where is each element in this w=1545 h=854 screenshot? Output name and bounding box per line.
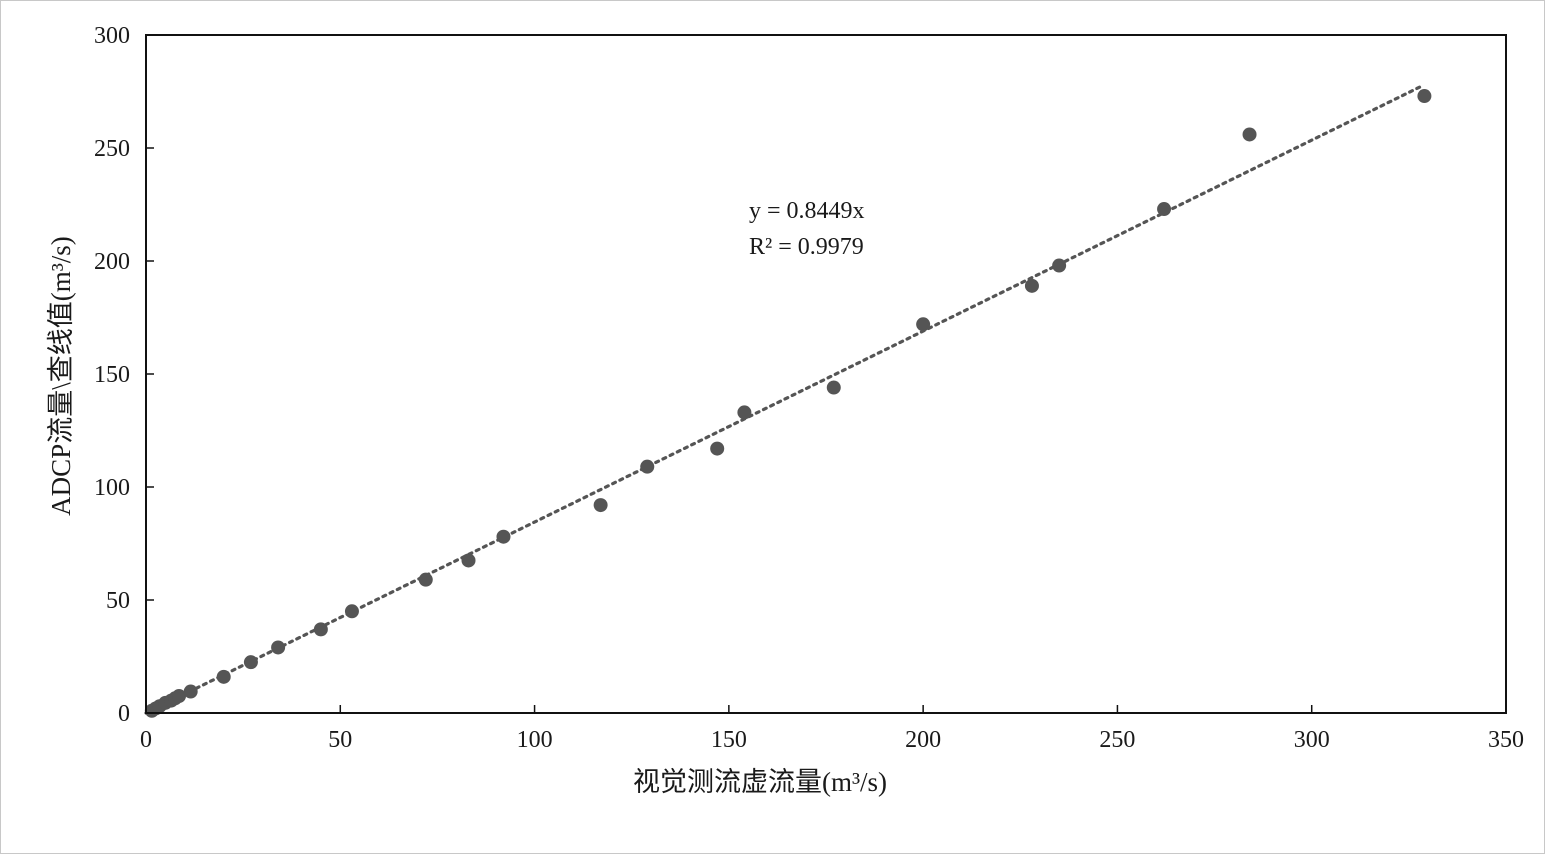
data-point bbox=[826, 380, 841, 395]
data-point bbox=[271, 640, 286, 655]
data-point bbox=[216, 669, 231, 684]
x-tick-label: 50 bbox=[328, 727, 352, 753]
data-point bbox=[1157, 202, 1172, 217]
data-point bbox=[183, 684, 198, 699]
data-point bbox=[243, 655, 258, 670]
y-tick-label: 50 bbox=[106, 588, 130, 614]
x-tick-label: 150 bbox=[711, 727, 747, 753]
data-point bbox=[916, 317, 931, 332]
data-point bbox=[710, 441, 725, 456]
y-tick-label: 200 bbox=[94, 249, 130, 275]
data-point bbox=[1052, 258, 1067, 273]
trendline-r2: R² = 0.9979 bbox=[749, 234, 864, 260]
data-point bbox=[461, 553, 476, 568]
data-point bbox=[172, 689, 187, 704]
data-point bbox=[737, 405, 752, 420]
data-points bbox=[144, 89, 1432, 718]
y-tick-label: 300 bbox=[94, 23, 130, 49]
data-point bbox=[496, 529, 511, 544]
x-tick-label: 300 bbox=[1294, 727, 1330, 753]
x-tick-label: 100 bbox=[517, 727, 553, 753]
x-tick-label: 350 bbox=[1488, 727, 1524, 753]
y-axis-title: ADCP流量\查线值(m³/s) bbox=[46, 236, 76, 516]
x-axis-title: 视觉测流虚流量(m³/s) bbox=[633, 767, 887, 797]
y-axis-ticks: 0 50 100 150 200 250 300 bbox=[94, 23, 154, 727]
data-point bbox=[1417, 89, 1432, 104]
x-tick-label: 200 bbox=[905, 727, 941, 753]
trendline-group bbox=[144, 85, 1423, 715]
trendline-equation: y = 0.8449x bbox=[749, 198, 865, 224]
data-point bbox=[313, 622, 328, 637]
y-tick-label: 0 bbox=[118, 701, 130, 727]
x-tick-label: 250 bbox=[1099, 727, 1135, 753]
data-point bbox=[344, 604, 359, 619]
data-point bbox=[593, 498, 608, 513]
trendline bbox=[144, 85, 1423, 715]
data-point bbox=[1024, 278, 1039, 293]
plot-area-border bbox=[145, 34, 1507, 714]
y-tick-label: 150 bbox=[94, 362, 130, 388]
x-axis-ticks: 0 50 100 150 200 250 300 350 bbox=[140, 705, 1524, 753]
data-point bbox=[1242, 127, 1257, 142]
y-tick-label: 100 bbox=[94, 475, 130, 501]
y-tick-label: 250 bbox=[94, 136, 130, 162]
data-point bbox=[640, 459, 655, 474]
data-point bbox=[418, 572, 433, 587]
x-tick-label: 0 bbox=[140, 727, 152, 753]
